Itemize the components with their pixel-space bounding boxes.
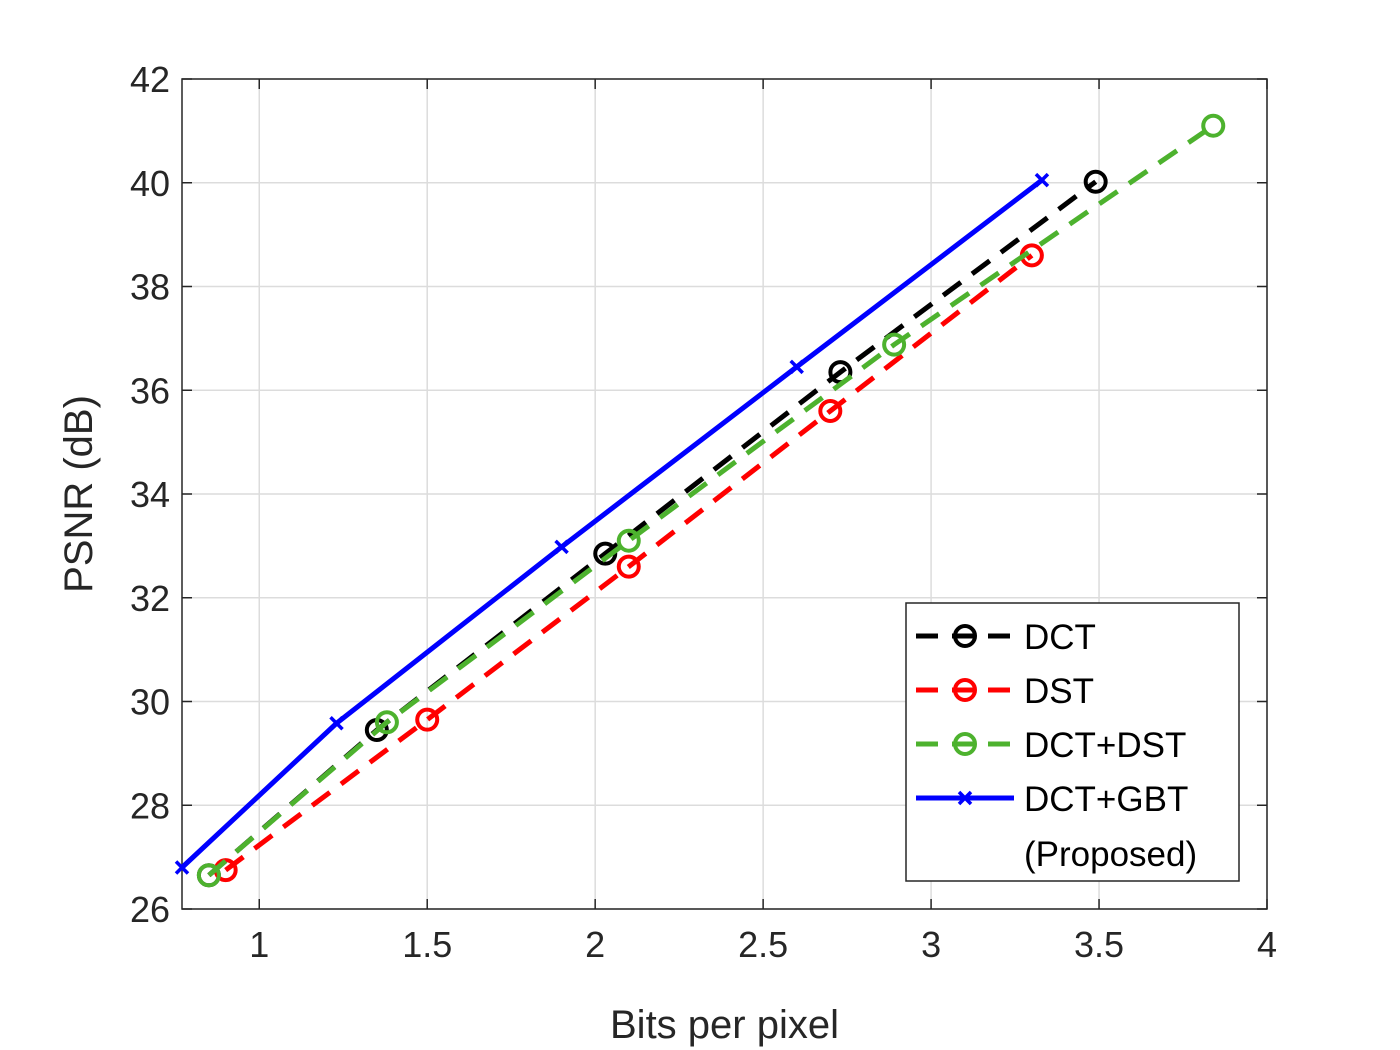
series-line-dst <box>224 253 1034 873</box>
data-point-circle-marker <box>953 678 977 702</box>
y-tick-label: 42 <box>130 59 170 100</box>
x-tick-label: 2 <box>585 924 605 965</box>
data-point-circle-marker <box>374 710 399 735</box>
x-tick-label: 3 <box>921 924 941 965</box>
data-point-x-marker <box>957 790 973 806</box>
data-point-x-marker <box>174 860 190 875</box>
grid <box>182 78 1268 910</box>
y-tick-label: 28 <box>130 785 170 826</box>
data-point-x-marker <box>554 539 569 555</box>
data-point-circle-marker <box>882 332 907 357</box>
legend: DCT DST DCT+DST DCT+GBT (Proposed) <box>905 602 1240 882</box>
y-tick-label: 40 <box>130 163 170 204</box>
x-marker-stroke <box>789 359 804 375</box>
y-axis-label: PSNR (dB) <box>57 395 101 593</box>
legend-label: DCT+DST <box>1024 726 1186 765</box>
data-point-x-marker <box>329 716 344 731</box>
x-marker-stroke <box>957 790 973 806</box>
x-tick-label: 1.5 <box>402 924 452 965</box>
y-tick-label: 34 <box>130 474 170 515</box>
x-marker-stroke <box>554 539 569 555</box>
legend-label-line2: (Proposed) <box>1024 835 1197 874</box>
data-point-x-marker <box>1034 172 1050 188</box>
axes: 1 1.5 2 2.5 3 3.5 4 26 28 30 32 34 36 38 40 42 <box>130 59 1277 965</box>
data-point-circle-marker <box>1201 113 1226 138</box>
x-marker-stroke <box>329 716 344 731</box>
data-point-circle-marker <box>616 554 641 579</box>
series-layer <box>174 113 1226 888</box>
data-point-circle-marker <box>415 707 440 732</box>
x-axis-label: Bits per pixel <box>610 1003 839 1047</box>
data-point-circle-marker <box>953 624 977 648</box>
data-point-circle-marker <box>953 732 977 756</box>
x-marker-stroke <box>174 860 190 875</box>
y-tick-label: 30 <box>130 682 170 723</box>
series-line-dct-dst <box>207 123 1215 878</box>
x-tick-label: 4 <box>1257 924 1277 965</box>
data-point-circle-marker <box>1083 169 1108 194</box>
legend-label: DCT+GBT <box>1024 780 1188 819</box>
data-point-circle-marker <box>818 399 843 423</box>
data-point-x-marker <box>789 359 804 375</box>
x-tick-label: 2.5 <box>738 924 788 965</box>
y-tick-label: 26 <box>130 889 170 930</box>
data-point-circle-marker <box>196 863 221 888</box>
y-tick-label: 38 <box>130 267 170 308</box>
legend-label: DST <box>1024 672 1094 711</box>
x-marker-stroke <box>1034 172 1050 188</box>
y-tick-label: 36 <box>130 370 170 411</box>
data-point-circle-marker <box>616 528 641 553</box>
y-tick-label: 32 <box>130 578 170 619</box>
legend-label: DCT <box>1024 618 1096 657</box>
x-tick-label: 3.5 <box>1074 924 1124 965</box>
x-tick-label: 1 <box>249 924 269 965</box>
